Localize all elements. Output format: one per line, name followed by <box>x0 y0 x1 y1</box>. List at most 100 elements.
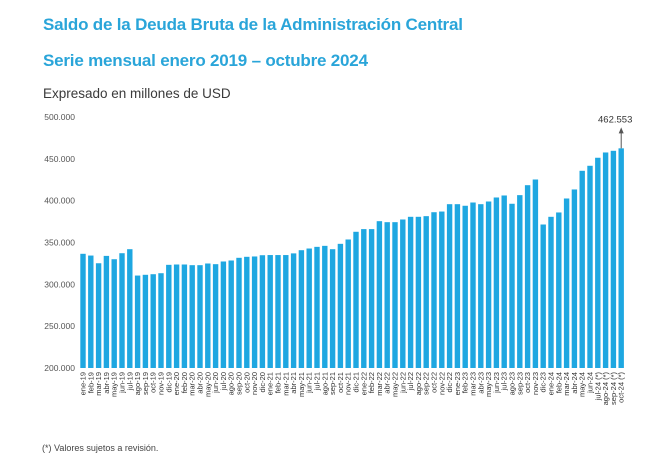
x-tick-label: feb-20 <box>180 372 189 393</box>
x-tick-label: sep-24 (*) <box>609 372 618 405</box>
unit-note: Expresado en millones de USD <box>43 86 231 101</box>
x-tick-label: nov-23 <box>531 372 540 395</box>
x-tick-label: jul-19 <box>125 372 134 391</box>
x-tick-label: nov-21 <box>344 372 353 395</box>
bar <box>127 249 133 368</box>
x-tick-label: jul-20 <box>219 372 228 391</box>
bar <box>314 246 320 368</box>
x-tick-label: dic-20 <box>258 372 267 392</box>
bar <box>181 264 188 368</box>
x-tick-label: jun-23 <box>492 372 501 394</box>
bar <box>158 273 164 368</box>
x-tick-label: jul-21 <box>313 372 322 391</box>
bar <box>376 221 383 368</box>
y-tick-label: 450.000 <box>44 154 75 164</box>
bar <box>478 204 484 368</box>
x-tick-label: dic-23 <box>539 372 548 392</box>
bar <box>220 261 227 368</box>
bar <box>587 165 593 368</box>
bar <box>602 152 609 368</box>
x-tick-label: sep-20 <box>235 372 244 395</box>
bars <box>80 148 624 368</box>
x-tick-label: ago-20 <box>227 372 236 395</box>
x-tick-label: oct-24 (*) <box>617 371 626 402</box>
bar <box>462 205 468 368</box>
bar <box>368 229 375 368</box>
bar <box>150 274 156 368</box>
x-tick-label: ago-23 <box>508 372 517 395</box>
x-tick-label: oct-19 <box>149 372 158 393</box>
bar <box>439 211 445 368</box>
chart-title: Saldo de la Deuda Bruta de la Administra… <box>43 15 463 34</box>
bar <box>509 203 515 368</box>
x-tick-label: jun-19 <box>118 372 127 394</box>
x-tick-label: sep-19 <box>141 372 150 395</box>
x-tick-label: abr-22 <box>383 372 392 394</box>
y-tick-label: 200.000 <box>44 363 75 373</box>
bar <box>345 239 351 368</box>
x-tick-label: feb-23 <box>461 372 470 393</box>
x-tick-label: mar-21 <box>281 372 290 396</box>
x-tick-label: ago-19 <box>133 372 142 395</box>
x-tick-label: sep-23 <box>515 372 524 395</box>
annotation-label: 462.553 <box>598 114 632 125</box>
bar <box>119 253 125 368</box>
x-tick-label: ene-19 <box>79 372 88 395</box>
bar <box>88 255 94 368</box>
x-tick-label: nov-19 <box>157 372 166 395</box>
bar <box>166 264 172 368</box>
bar <box>322 245 328 368</box>
x-tick-label: ene-20 <box>172 372 181 395</box>
x-tick-label: may-22 <box>391 372 400 397</box>
bar <box>423 216 429 368</box>
x-tick-label: nov-22 <box>437 372 446 395</box>
x-tick-label: jun-22 <box>398 372 407 394</box>
bar <box>595 157 601 368</box>
annotations: 462.553 <box>598 114 632 149</box>
chart-subtitle: Serie mensual enero 2019 – octubre 2024 <box>43 51 368 70</box>
bar <box>400 219 406 368</box>
x-tick-label: abr-21 <box>289 372 298 394</box>
x-tick-label: mar-24 <box>562 372 571 396</box>
bar <box>524 185 531 368</box>
bar <box>548 216 554 368</box>
y-tick-label: 350.000 <box>44 238 75 248</box>
bar <box>540 224 546 368</box>
x-tick-label: sep-21 <box>328 372 337 395</box>
x-tick-label: ene-24 <box>547 372 556 395</box>
x-tick-label: oct-20 <box>242 372 251 393</box>
bar <box>275 255 281 368</box>
x-tick-label: oct-21 <box>336 372 345 393</box>
x-tick-label: may-24 <box>578 372 587 397</box>
bar <box>189 265 195 368</box>
bar <box>579 170 585 368</box>
bar <box>485 201 492 368</box>
x-tick-label: ene-22 <box>359 372 368 395</box>
bar <box>415 216 422 368</box>
x-tick-label: may-23 <box>484 372 493 397</box>
x-tick-label: oct-23 <box>523 372 532 393</box>
bar <box>298 250 305 368</box>
y-tick-label: 250.000 <box>44 321 75 331</box>
bar <box>236 257 242 368</box>
x-tick-label: ago-22 <box>414 372 423 395</box>
bar <box>111 259 117 368</box>
x-tick-label: dic-19 <box>164 372 173 392</box>
x-tick-label: nov-20 <box>250 372 259 395</box>
x-tick-label: ago-24 (*) <box>601 372 610 406</box>
bar <box>556 212 562 368</box>
bar <box>384 222 390 368</box>
bar <box>501 195 507 368</box>
x-tick-label: jun-20 <box>211 372 220 394</box>
y-tick-label: 500.000 <box>44 112 75 122</box>
annotation-arrow-icon <box>618 127 624 134</box>
bar <box>205 263 211 368</box>
x-tick-label: abr-19 <box>102 372 111 394</box>
bar <box>212 264 219 368</box>
bar <box>259 255 266 368</box>
x-tick-label: jul-22 <box>406 372 415 391</box>
x-tick-label: ene-23 <box>453 372 462 395</box>
bar <box>407 216 414 368</box>
x-tick-label: sep-22 <box>422 372 431 395</box>
